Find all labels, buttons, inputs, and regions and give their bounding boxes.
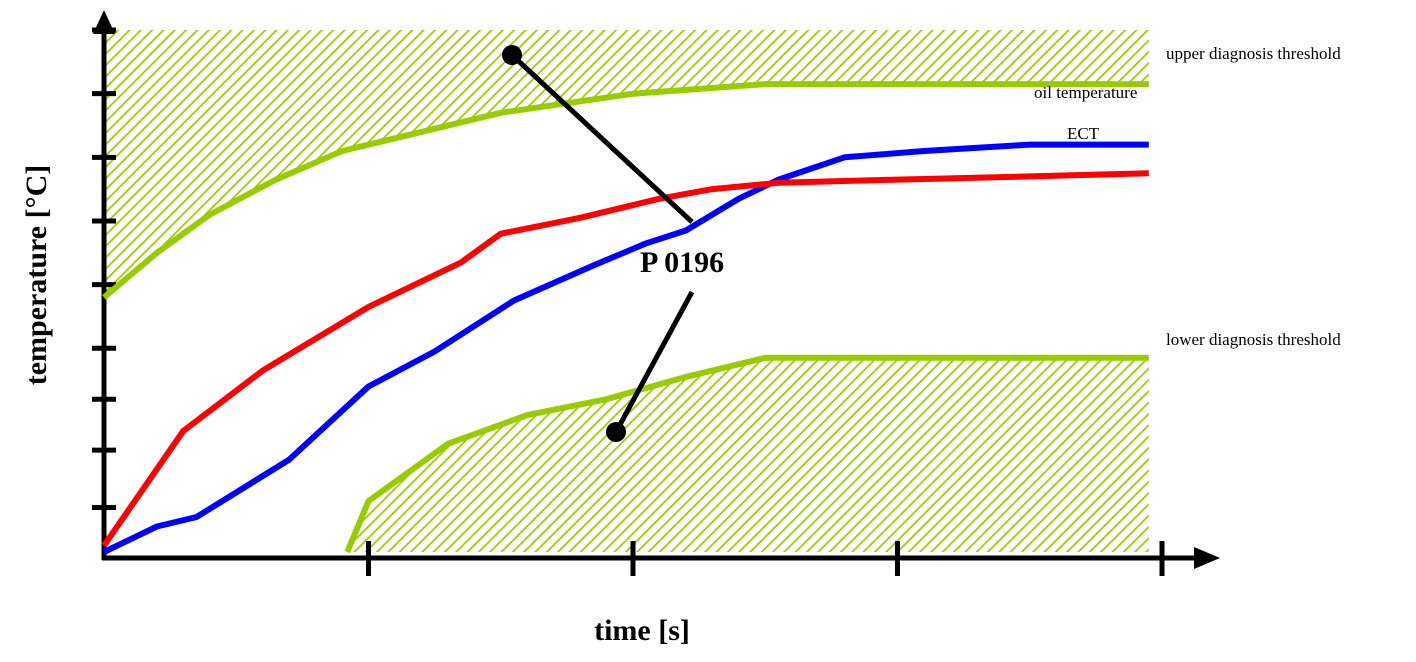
x-axis-arrow xyxy=(1194,547,1220,569)
y-ticks xyxy=(92,27,116,510)
pointer-line-upper xyxy=(510,53,694,224)
series-lines xyxy=(101,81,1149,555)
x-ticks xyxy=(366,541,1165,576)
oil-temperature-label: oil temperature xyxy=(1034,83,1137,102)
annotation-pointers xyxy=(502,45,695,442)
oil-temperature-line xyxy=(102,141,1149,555)
y-axis-title: temperature [°C] xyxy=(20,165,53,386)
upper-threshold-line xyxy=(102,81,1149,300)
lower-threshold-line xyxy=(344,354,1149,554)
ect-line xyxy=(101,170,1149,548)
lower-threshold-region xyxy=(347,357,1149,552)
lower-threshold-label: lower diagnosis threshold xyxy=(1166,330,1341,349)
upper-threshold-region xyxy=(104,30,1149,298)
dtc-code-label: P 0196 xyxy=(640,246,724,279)
pointer-dot-upper xyxy=(502,45,522,65)
upper-threshold-label: upper diagnosis threshold xyxy=(1166,44,1341,63)
x-axis-title: time [s] xyxy=(594,614,690,647)
ect-label: ECT xyxy=(1067,124,1100,143)
pointer-dot-lower xyxy=(606,422,626,442)
pointer-line-lower xyxy=(613,290,695,434)
